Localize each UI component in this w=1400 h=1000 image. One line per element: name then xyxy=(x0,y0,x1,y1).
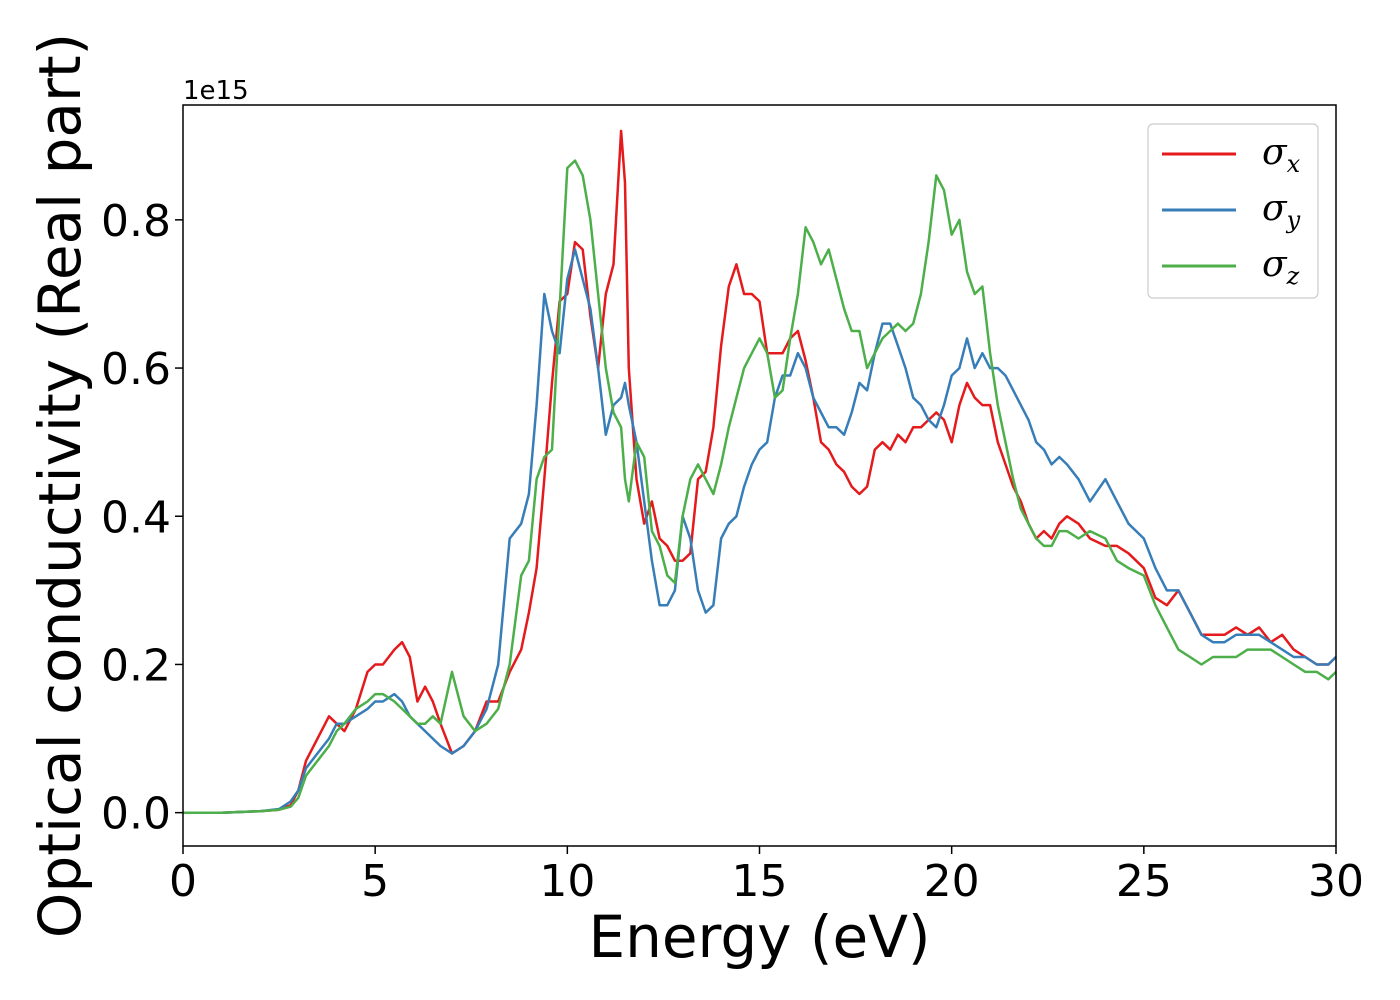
series-line-x xyxy=(183,129,1337,814)
y-tick-label: 0.2 xyxy=(101,640,171,691)
series-line-y xyxy=(183,248,1337,814)
x-axis-ticks: 0 5 10 15 20 25 30 xyxy=(169,846,1364,907)
legend-label-y: σy xyxy=(1262,188,1301,234)
x-tick-label: 30 xyxy=(1308,856,1364,907)
y-tick-label: 0.6 xyxy=(101,344,171,395)
x-tick-label: 0 xyxy=(169,856,197,907)
x-tick-label: 15 xyxy=(732,856,788,907)
legend-label-x: σx xyxy=(1262,132,1301,178)
y-axis-ticks: 0.0 0.2 0.4 0.6 0.8 xyxy=(101,196,183,840)
x-axis-label: Energy (eV) xyxy=(588,903,930,971)
y-tick-label: 0.8 xyxy=(101,196,171,247)
y-offset-label: 1e15 xyxy=(183,76,249,106)
x-tick-label: 20 xyxy=(924,856,980,907)
series-line-z xyxy=(183,159,1337,814)
series-lines xyxy=(183,129,1337,814)
y-tick-label: 0.0 xyxy=(101,789,171,840)
y-tick-label: 0.4 xyxy=(101,492,171,543)
x-tick-label: 10 xyxy=(539,856,595,907)
x-tick-label: 5 xyxy=(361,856,389,907)
y-axis-label: Optical conductivity (Real part) xyxy=(26,33,94,938)
x-tick-label: 25 xyxy=(1116,856,1172,907)
